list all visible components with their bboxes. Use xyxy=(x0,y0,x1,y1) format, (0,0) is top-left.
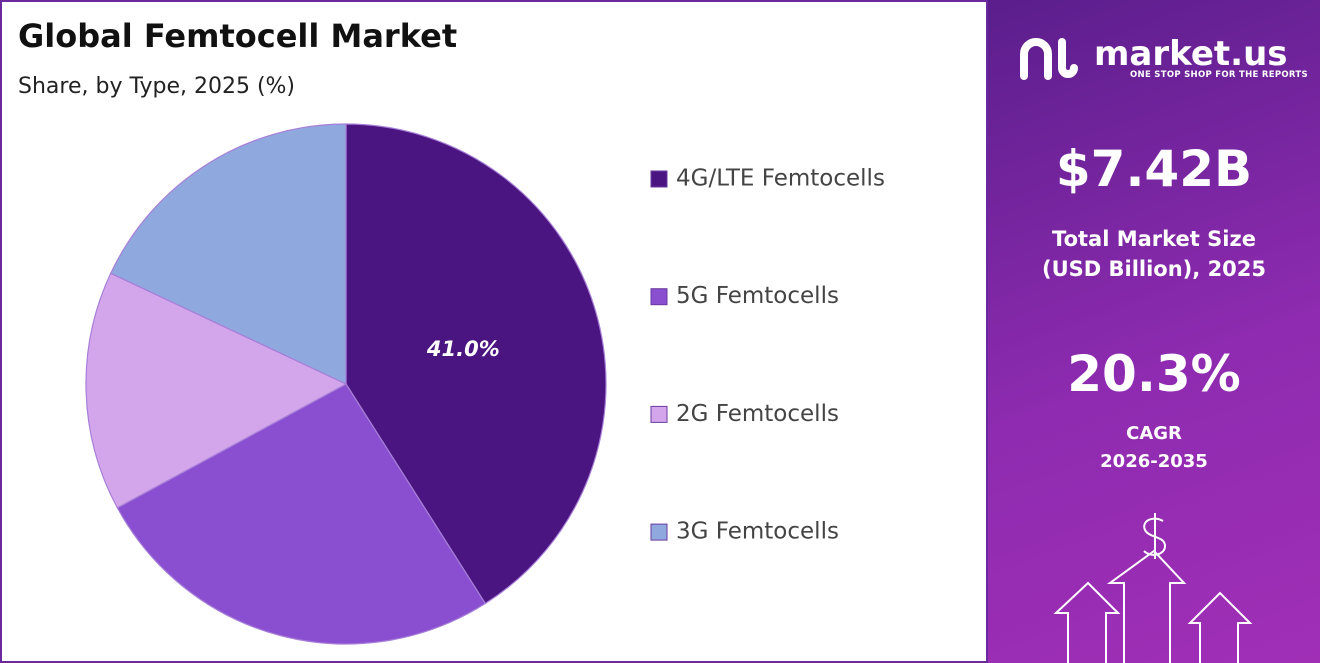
growth-icon xyxy=(1053,513,1253,663)
legend-swatch xyxy=(650,405,668,423)
logo-icon xyxy=(1020,38,1078,80)
chart: Global Femtocell Market Share, by Type, … xyxy=(0,0,988,663)
legend-swatch xyxy=(650,523,668,541)
data-label: 41.0% xyxy=(426,337,500,361)
pie-slice xyxy=(85,272,348,509)
logo-name: market.us xyxy=(1094,34,1288,74)
cagr-label: CAGR xyxy=(1126,423,1182,444)
pie-slice xyxy=(345,123,607,605)
market-size-label: (USD Billion), 2025 xyxy=(1041,257,1267,281)
legend-label: 2G Femtocells xyxy=(676,401,839,427)
legend-label: 4G/LTE Femtocells xyxy=(676,166,885,192)
logo-tagline: ONE STOP SHOP FOR THE REPORTS xyxy=(1130,70,1308,80)
legend-swatch xyxy=(650,170,668,188)
sidebar: market.us ONE STOP SHOP FOR THE REPORTS … xyxy=(988,0,1320,663)
chart-subtitle: Share, by Type, 2025 (%) xyxy=(18,74,295,99)
cagr-period: 2026-2035 xyxy=(1100,451,1208,472)
cagr-value: 20.3% xyxy=(1067,345,1241,403)
market-size: $7.42B xyxy=(1055,140,1253,198)
pie-slice xyxy=(109,123,347,385)
legend-label: 3G Femtocells xyxy=(676,519,839,545)
legend-label: 5G Femtocells xyxy=(676,283,839,309)
market-size-label: Total Market Size xyxy=(1052,227,1256,251)
pie-slice xyxy=(116,383,487,645)
chart-title: Global Femtocell Market xyxy=(18,17,457,55)
legend-swatch xyxy=(650,288,668,306)
